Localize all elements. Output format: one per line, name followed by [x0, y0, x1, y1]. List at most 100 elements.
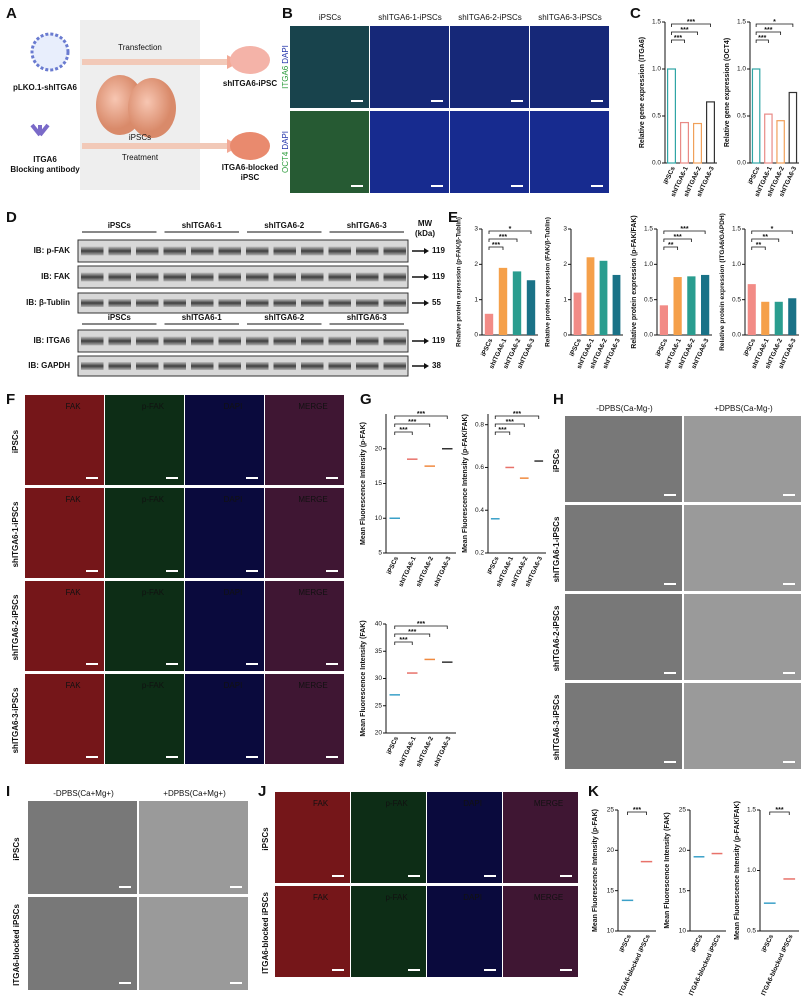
- y-tick-label: 0.5: [737, 113, 746, 120]
- micrograph-texture: [450, 26, 529, 108]
- significance-label: ***: [775, 807, 783, 814]
- y-tick-label: 30: [375, 675, 383, 682]
- x-tick-label: iPSCs: [655, 337, 669, 357]
- micrograph: [450, 26, 529, 108]
- band: [328, 272, 351, 282]
- y-axis-label: Mean Fluorescence Intensity (p-FAK): [592, 809, 599, 932]
- micrograph: [450, 111, 529, 193]
- bar: [573, 292, 582, 335]
- band: [246, 336, 269, 346]
- significance-bracket: [627, 811, 647, 815]
- channel-label: FAK: [65, 681, 81, 690]
- significance-bracket: [494, 423, 525, 427]
- band: [218, 246, 241, 256]
- panel-letter: C: [630, 5, 641, 22]
- band: [81, 362, 104, 370]
- y-axis-label: Mean Fluorescence Intensity (FAK): [360, 620, 367, 736]
- micrograph: [427, 886, 502, 977]
- band: [273, 272, 296, 282]
- significance-label: **: [763, 234, 769, 241]
- band: [81, 336, 104, 346]
- micrograph-texture: [684, 416, 801, 502]
- label: ITGA6-blocked: [222, 163, 279, 172]
- band: [218, 362, 241, 370]
- micrograph-texture: [105, 581, 184, 671]
- y-tick-label: 35: [375, 648, 383, 655]
- micrograph: [185, 674, 264, 764]
- channel-label: p-FAK: [142, 588, 165, 597]
- channel-label: MERGE: [298, 402, 327, 411]
- arrow: [82, 59, 227, 65]
- y-tick-label: 25: [375, 702, 383, 709]
- x-tick-label: iPSCs: [761, 933, 775, 953]
- y-tick-label: 0.0: [644, 332, 653, 339]
- column-header: shITGA6-2-iPSCs: [458, 13, 522, 22]
- micrograph-texture: [25, 674, 104, 764]
- band: [356, 362, 379, 370]
- y-axis-label: Mean Fluorescence Intensity (p-FAK/FAK): [462, 414, 469, 553]
- channel-label: p-FAK: [385, 799, 408, 808]
- micrograph-texture: [185, 395, 264, 485]
- arrow: [82, 143, 227, 149]
- y-tick-label: 0.0: [737, 160, 746, 167]
- micrograph: [565, 683, 682, 769]
- channel-label: MERGE: [298, 588, 327, 597]
- y-tick-label: 10: [679, 928, 687, 935]
- micrograph: [275, 886, 350, 977]
- micrograph: [185, 395, 264, 485]
- significance-label: ***: [506, 419, 514, 426]
- column-header: +DPBS(Ca+Mg+): [163, 789, 226, 798]
- micrograph-texture: [684, 505, 801, 591]
- x-tick-label: iPSCs: [386, 555, 400, 575]
- band: [163, 336, 186, 346]
- significance-bracket: [394, 625, 448, 629]
- band: [301, 362, 324, 370]
- bar: [788, 91, 798, 164]
- channel-label: FAK: [313, 799, 329, 808]
- y-tick-label: 0.4: [475, 507, 484, 514]
- channel-label: MERGE: [534, 799, 563, 808]
- bar: [692, 122, 702, 164]
- micrograph: [28, 801, 137, 894]
- bar: [512, 271, 522, 335]
- micrograph: [530, 26, 609, 108]
- micrograph: [684, 505, 801, 591]
- y-tick-label: 2: [474, 261, 478, 268]
- band: [328, 336, 351, 346]
- channel-label: FAK: [65, 402, 81, 411]
- band: [356, 336, 379, 346]
- label: Treatment: [122, 153, 159, 162]
- y-tick-label: 0.5: [747, 928, 756, 935]
- label: shITGA6-iPSC: [223, 79, 277, 88]
- band: [191, 272, 214, 282]
- micrograph: [275, 792, 350, 883]
- y-tick-label: 0.8: [475, 421, 484, 428]
- bar: [774, 301, 783, 335]
- label: Transfection: [118, 43, 162, 52]
- significance-bracket: [488, 230, 532, 234]
- significance-label: ***: [417, 621, 425, 628]
- bar: [776, 120, 785, 164]
- significance-bracket: [663, 246, 679, 250]
- micrograph: [503, 792, 578, 883]
- micrograph-texture: [427, 792, 502, 883]
- significance-label: ***: [499, 234, 507, 241]
- channel-label: DAPI: [224, 402, 243, 411]
- column-header: -DPBS(Ca-Mg-): [596, 404, 653, 413]
- y-tick-label: 20: [679, 847, 687, 854]
- panel-letter: J: [258, 783, 266, 800]
- y-tick-label: 1.0: [732, 261, 741, 268]
- band: [383, 336, 406, 346]
- bar: [751, 68, 761, 164]
- band: [218, 299, 241, 307]
- significance-label: **: [668, 242, 674, 249]
- label: MW: [418, 219, 433, 228]
- micrograph-texture: [185, 674, 264, 764]
- band: [383, 299, 406, 307]
- micrograph: [565, 594, 682, 680]
- mw-label: 119: [432, 336, 445, 345]
- y-tick-label: 1.5: [644, 226, 653, 233]
- band: [108, 336, 131, 346]
- micrograph: [351, 792, 426, 883]
- row-label: ITGA6-blocked iPSCs: [261, 892, 270, 974]
